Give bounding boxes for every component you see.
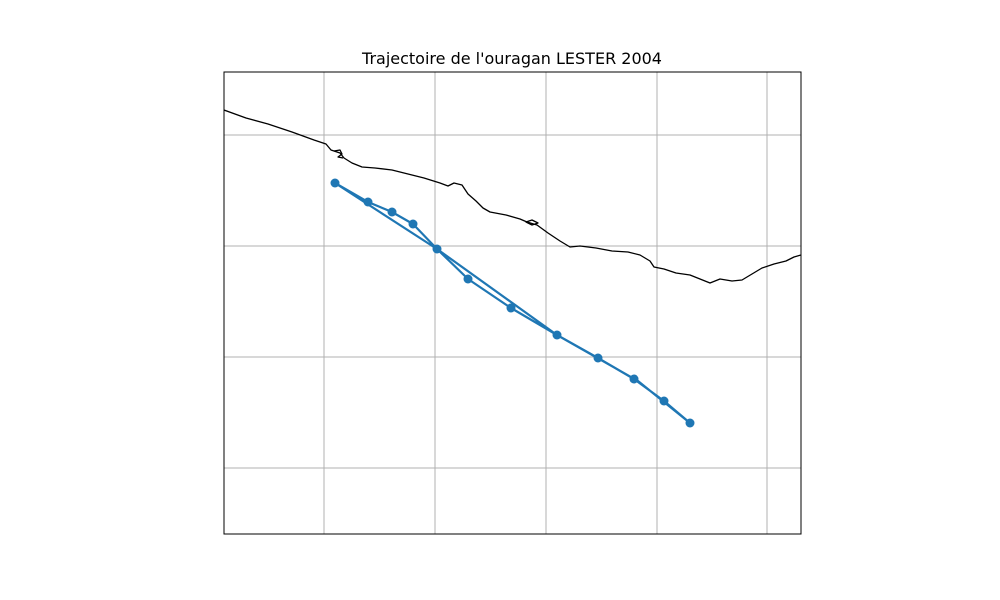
map-frame: [223, 71, 802, 535]
track-point-marker: [506, 303, 516, 313]
track-point-marker: [685, 418, 695, 428]
plot-area: [224, 72, 801, 534]
track-point-marker: [387, 207, 397, 217]
track-point-marker: [463, 274, 473, 284]
track-point-marker: [593, 353, 603, 363]
track-point-marker: [552, 330, 562, 340]
hurricane-track: [330, 178, 695, 428]
track-point-marker: [432, 244, 442, 254]
track-point-marker: [363, 197, 373, 207]
gridlines: [224, 72, 801, 534]
track-point-marker: [659, 396, 669, 406]
track-point-marker: [330, 178, 340, 188]
coastline-group: [224, 109, 801, 284]
coastline-islet: [525, 219, 539, 226]
map-title: Trajectoire de l'ouragan LESTER 2004: [361, 49, 662, 68]
track-point-marker: [629, 374, 639, 384]
track-point-marker: [408, 219, 418, 229]
coastline-islet: [333, 149, 344, 159]
